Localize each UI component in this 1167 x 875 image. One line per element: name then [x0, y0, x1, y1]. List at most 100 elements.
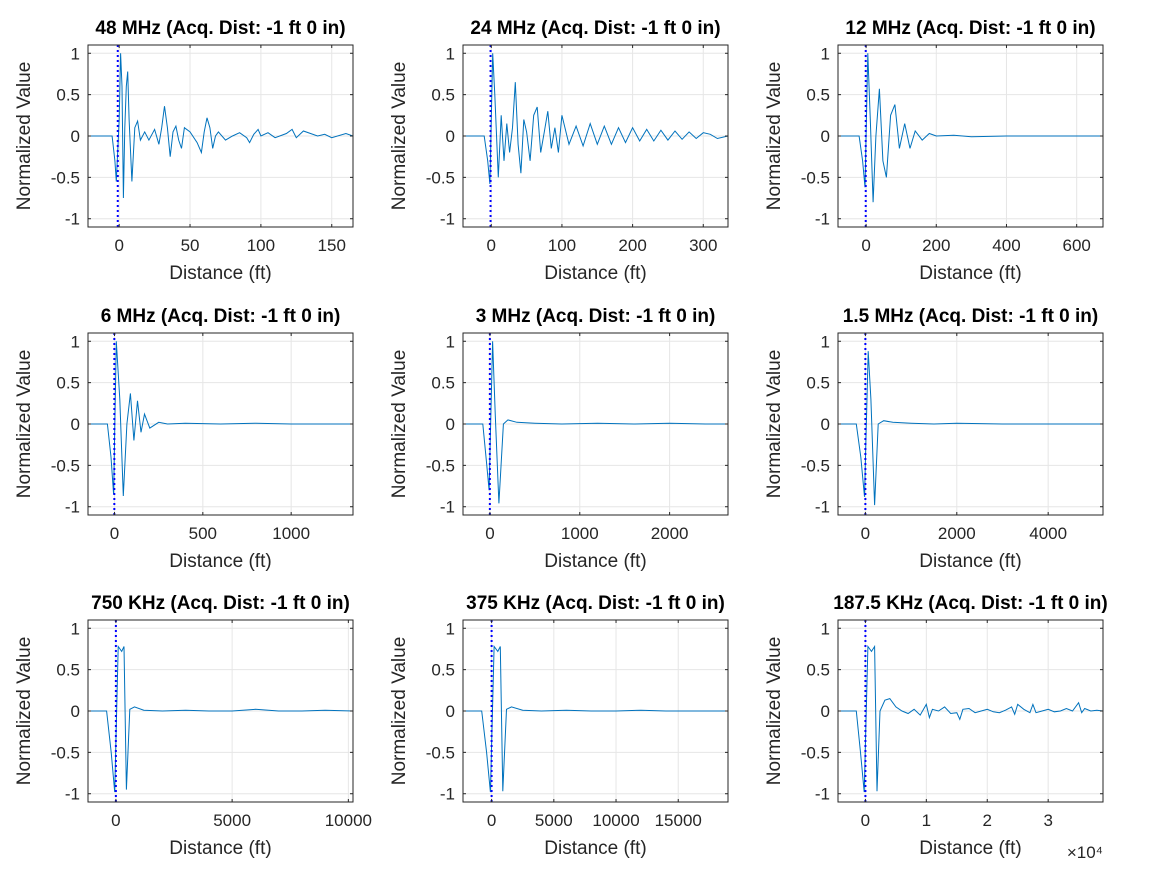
- x-axis-label: Distance (ft): [544, 838, 646, 859]
- y-tick-label: 1: [446, 332, 455, 351]
- y-tick-label: 0: [821, 702, 830, 721]
- signal-line: [463, 53, 728, 185]
- y-tick-label: 0.5: [806, 374, 830, 393]
- subplot-5: 0 1000 2000 -1 -0.5 0 0.5 1 3 MHz (Acq. Dist: -1…: [389, 306, 729, 572]
- y-tick-label: 1: [71, 44, 80, 63]
- x-tick-label: 0: [485, 524, 494, 543]
- y-tick-label: -0.5: [426, 168, 455, 187]
- subplot-8: 0 5000 10000 15000 -1 -0.5 0 0.5 1 375 KHz (Acq. …: [389, 593, 729, 859]
- y-tick-label: 0: [446, 415, 455, 434]
- x-tick-label: 400: [992, 236, 1020, 255]
- y-tick-label: 0.5: [56, 374, 80, 393]
- subplot-title: 1.5 MHz (Acq. Dist: -1 ft 0 in): [843, 306, 1098, 327]
- y-tick-label: 0: [71, 127, 80, 146]
- y-tick-label: 0: [71, 415, 80, 434]
- y-tick-label: -0.5: [801, 456, 830, 475]
- y-tick-label: -0.5: [426, 456, 455, 475]
- y-tick-label: -1: [440, 498, 455, 517]
- x-axis-label: Distance (ft): [544, 551, 646, 572]
- signal-line: [463, 645, 728, 793]
- y-tick-label: 0: [446, 127, 455, 146]
- y-tick-label: 0.5: [806, 661, 830, 680]
- x-tick-label: 2: [983, 811, 992, 830]
- x-tick-label: 300: [689, 236, 717, 255]
- x-tick-label: 4000: [1029, 524, 1067, 543]
- y-tick-label: -0.5: [51, 456, 80, 475]
- y-tick-label: -0.5: [51, 743, 80, 762]
- y-axis-label: Normalized Value: [389, 350, 410, 499]
- y-tick-label: -1: [440, 210, 455, 229]
- x-tick-label: 100: [548, 236, 576, 255]
- y-tick-label: 1: [821, 332, 830, 351]
- subplot-1: 0 50 100 150 -1 -0.5 0 0.5 1 48 MHz (Acq. Dist: -…: [14, 18, 354, 284]
- y-axis-label: Normalized Value: [14, 350, 35, 499]
- y-axis-label: Normalized Value: [389, 62, 410, 211]
- x-tick-label: 500: [189, 524, 217, 543]
- x-axis-exponent: ×10⁴: [1067, 843, 1103, 862]
- y-tick-label: 1: [446, 619, 455, 638]
- x-tick-label: 50: [181, 236, 200, 255]
- subplot-4: 0 500 1000 -1 -0.5 0 0.5 1 6 MHz (Acq. Dist: -1 …: [14, 306, 354, 572]
- subplot-title: 750 KHz (Acq. Dist: -1 ft 0 in): [91, 593, 350, 614]
- x-tick-label: 10000: [325, 811, 372, 830]
- y-axis-label: Normalized Value: [764, 350, 785, 499]
- y-axis-label: Normalized Value: [14, 637, 35, 786]
- x-tick-label: 0: [110, 524, 119, 543]
- x-axis-label: Distance (ft): [919, 838, 1021, 859]
- y-tick-label: 1: [821, 619, 830, 638]
- signal-line: [838, 644, 1103, 793]
- x-tick-label: 0: [861, 811, 870, 830]
- signal-line: [463, 341, 728, 504]
- x-tick-label: 2000: [938, 524, 976, 543]
- subplot-2: 0 100 200 300 -1 -0.5 0 0.5 1 24 MHz (Acq. Dist: …: [389, 18, 729, 284]
- x-axis-label: Distance (ft): [919, 551, 1021, 572]
- signal-line: [88, 341, 353, 497]
- subplot-title: 375 KHz (Acq. Dist: -1 ft 0 in): [466, 593, 725, 614]
- x-tick-label: 10000: [592, 811, 639, 830]
- x-tick-label: 0: [114, 236, 123, 255]
- x-tick-label: 2000: [651, 524, 689, 543]
- y-tick-label: -0.5: [801, 168, 830, 187]
- y-tick-label: 0.5: [431, 374, 455, 393]
- subplot-title: 3 MHz (Acq. Dist: -1 ft 0 in): [476, 306, 716, 327]
- x-tick-label: 200: [922, 236, 950, 255]
- y-tick-label: -1: [815, 498, 830, 517]
- y-tick-label: 0: [446, 702, 455, 721]
- y-tick-label: 0: [821, 415, 830, 434]
- subplot-7: 0 5000 10000 -1 -0.5 0 0.5 1 750 KHz (Acq. Dist:…: [14, 593, 372, 859]
- y-tick-label: -1: [815, 210, 830, 229]
- x-tick-label: 1000: [561, 524, 599, 543]
- y-tick-label: -1: [65, 210, 80, 229]
- x-axis-label: Distance (ft): [169, 551, 271, 572]
- y-tick-label: -1: [815, 785, 830, 804]
- subplot-title: 12 MHz (Acq. Dist: -1 ft 0 in): [845, 18, 1095, 39]
- x-tick-label: 0: [861, 524, 870, 543]
- y-tick-label: 1: [71, 332, 80, 351]
- y-tick-label: -1: [440, 785, 455, 804]
- x-axis-label: Distance (ft): [169, 263, 271, 284]
- subplot-title: 187.5 KHz (Acq. Dist: -1 ft 0 in): [833, 593, 1108, 614]
- x-tick-label: 1: [922, 811, 931, 830]
- x-tick-label: 0: [487, 236, 496, 255]
- x-tick-label: 0: [861, 236, 870, 255]
- y-tick-label: 0: [71, 702, 80, 721]
- y-tick-label: 1: [446, 44, 455, 63]
- x-tick-label: 3: [1043, 811, 1052, 830]
- y-axis-label: Normalized Value: [764, 62, 785, 211]
- y-tick-label: -1: [65, 785, 80, 804]
- y-tick-label: 0.5: [56, 86, 80, 105]
- x-tick-label: 600: [1062, 236, 1090, 255]
- x-tick-label: 5000: [535, 811, 573, 830]
- y-axis-label: Normalized Value: [14, 62, 35, 211]
- y-tick-label: 0.5: [806, 86, 830, 105]
- y-tick-label: 0.5: [431, 86, 455, 105]
- signal-line: [838, 53, 1103, 203]
- subplot-title: 6 MHz (Acq. Dist: -1 ft 0 in): [101, 306, 341, 327]
- y-tick-label: -0.5: [51, 168, 80, 187]
- y-tick-label: 1: [71, 619, 80, 638]
- subplot-title: 48 MHz (Acq. Dist: -1 ft 0 in): [95, 18, 345, 39]
- x-tick-label: 0: [111, 811, 120, 830]
- y-tick-label: -0.5: [801, 743, 830, 762]
- subplot-title: 24 MHz (Acq. Dist: -1 ft 0 in): [470, 18, 720, 39]
